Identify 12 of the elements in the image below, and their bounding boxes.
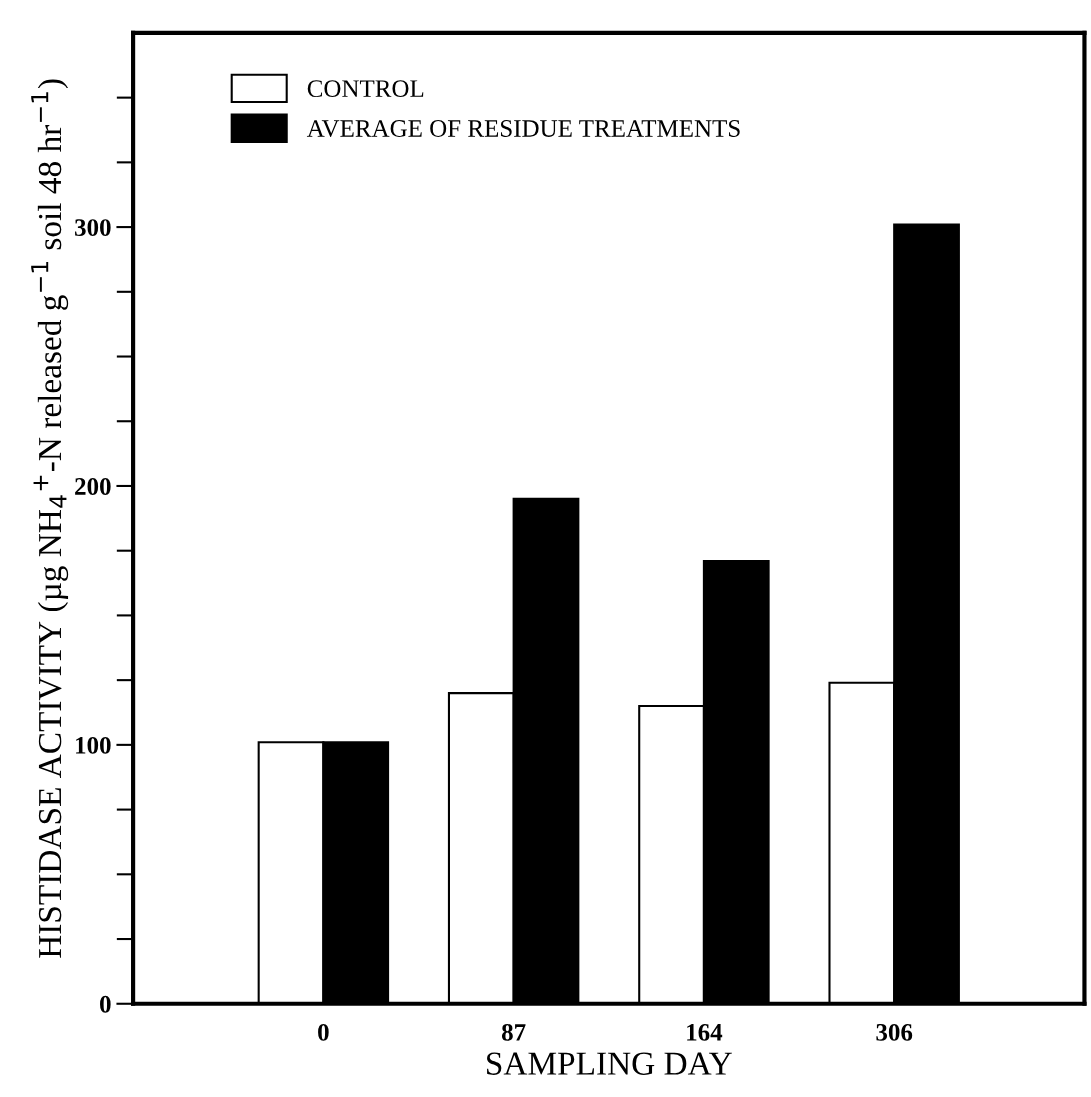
legend-label: AVERAGE OF RESIDUE TREATMENTS: [306, 120, 740, 138]
y-tick-label: 200: [75, 478, 111, 495]
x-tick-label: 87: [501, 1023, 526, 1041]
x-axis-title: SAMPLING DAY: [487, 1052, 732, 1075]
y-axis-title: HISTIDASE ACTIVITY (µg NH$_{4}$$^{+}$-N released g$^{−1}$ soil 48 hr$^{−1}$): [31, 79, 69, 958]
y-tick-label: 100: [76, 736, 111, 754]
y-tick-label: 300: [75, 219, 111, 236]
x-tick-label: 0: [318, 1023, 329, 1041]
x-tick-label: 164: [687, 1023, 723, 1041]
x-tick-label: 306: [876, 1023, 913, 1041]
legend-label: CONTROL: [307, 80, 424, 98]
y-tick-label: 0: [100, 995, 111, 1013]
